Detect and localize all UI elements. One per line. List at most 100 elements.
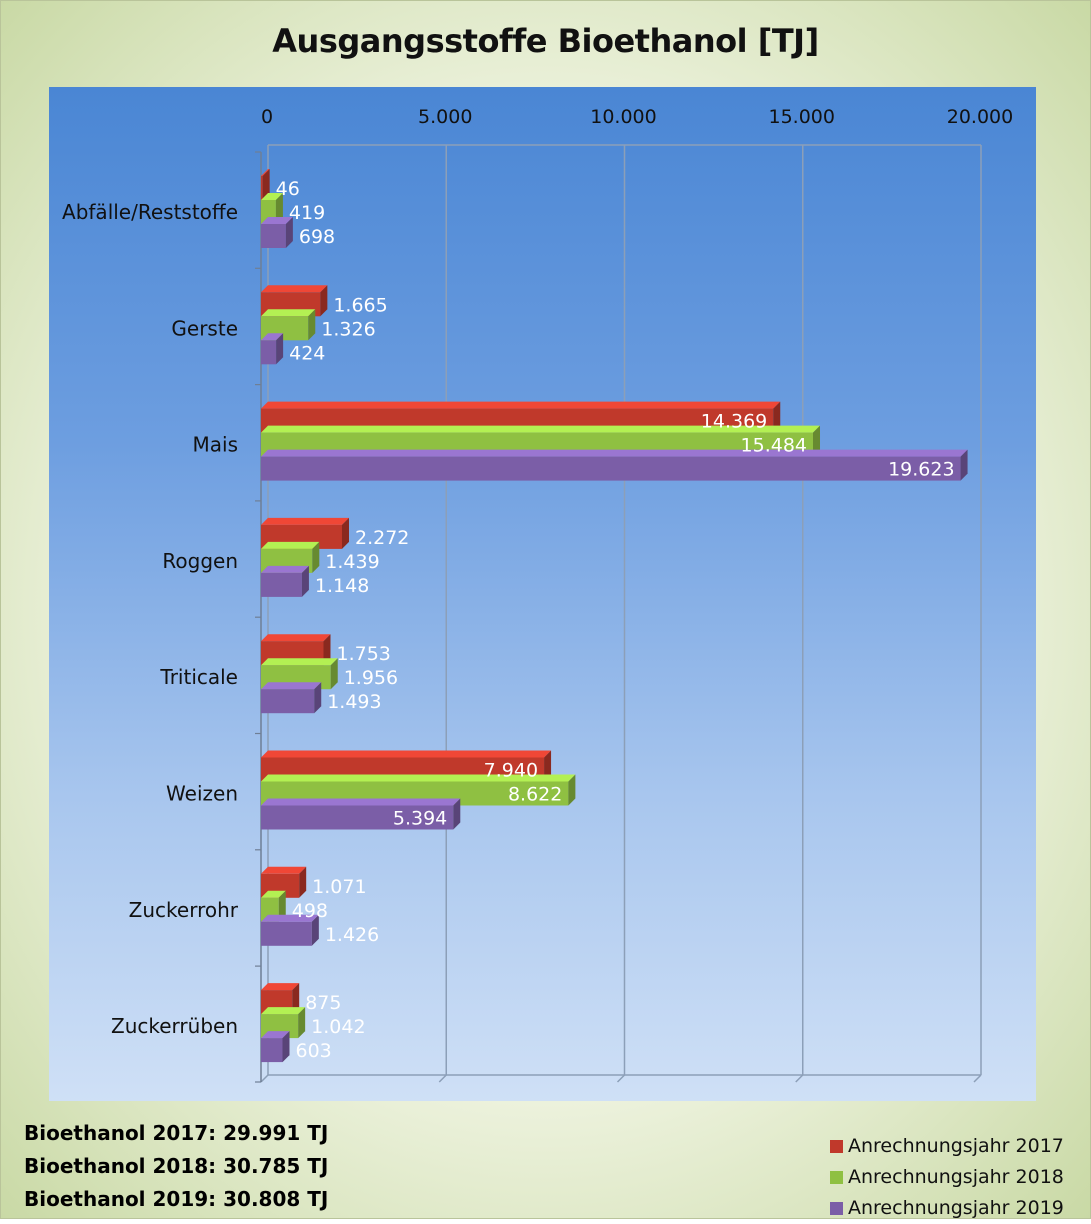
bar-top-face	[261, 866, 307, 874]
bar	[261, 914, 319, 946]
bar-side-face	[282, 1031, 290, 1063]
category-label: Triticale	[159, 665, 238, 689]
gridline-floor	[973, 1074, 982, 1083]
bar-top-face	[261, 425, 821, 433]
bar-side-face	[320, 285, 328, 317]
x-tick-label: 10.000	[590, 106, 656, 128]
legend-item-2019: Anrechnungsjahr 2019	[830, 1193, 1064, 1224]
bar-top-face	[261, 565, 309, 573]
bar-top-face	[261, 983, 300, 991]
bar-side-face	[312, 541, 320, 573]
bar-side-face	[568, 774, 576, 806]
bar-top-face	[261, 541, 320, 549]
bar-side-face	[453, 798, 461, 830]
bar-side-face	[262, 169, 270, 200]
bar-top-face	[261, 401, 781, 409]
bar-top-face	[261, 449, 968, 457]
bar-side-face	[276, 333, 284, 365]
bar-side-face	[813, 425, 821, 457]
x-tick-label: 5.000	[418, 106, 472, 128]
bar-top-face	[261, 517, 349, 525]
data-label: 424	[289, 342, 325, 364]
total-2018: Bioethanol 2018: 30.785 TJ	[24, 1154, 329, 1178]
bar-top-face	[261, 634, 331, 642]
data-label: 875	[305, 992, 341, 1014]
category-label: Roggen	[162, 549, 238, 573]
data-label: 1.042	[311, 1016, 365, 1038]
data-label: 1.326	[321, 318, 375, 340]
bar-top-face	[261, 750, 552, 758]
bar-side-face	[960, 449, 968, 481]
bar-front-face	[261, 176, 263, 200]
category-label: Zuckerrüben	[111, 1014, 238, 1038]
bar-top-face	[261, 914, 319, 922]
bar-side-face	[311, 914, 319, 946]
bar	[261, 565, 309, 597]
bar-top-face	[261, 682, 322, 690]
chart-title: Ausgangsstoffe Bioethanol [TJ]	[272, 22, 819, 60]
data-label: 19.623	[888, 459, 954, 481]
total-2019: Bioethanol 2019: 30.808 TJ	[24, 1187, 329, 1211]
data-label: 1.665	[333, 294, 387, 316]
bar-top-face	[261, 169, 270, 176]
bar-top-face	[261, 798, 461, 806]
bar-side-face	[275, 193, 283, 224]
bar-side-face	[299, 866, 307, 898]
bar-side-face	[278, 890, 286, 922]
bar	[261, 449, 968, 481]
category-label: Gerste	[171, 316, 238, 340]
gridline-floor	[438, 1074, 447, 1083]
data-label: 7.940	[484, 760, 538, 782]
data-label: 498	[292, 900, 328, 922]
bar	[261, 798, 461, 830]
category-label: Abfälle/Reststoffe	[62, 200, 238, 224]
data-label: 2.272	[355, 527, 409, 549]
legend: Anrechnungsjahr 2017 Anrechnungsjahr 201…	[830, 1131, 1064, 1224]
legend-item-2018: Anrechnungsjahr 2018	[830, 1162, 1064, 1193]
bar-front-face	[261, 1038, 283, 1063]
bar-top-face	[261, 217, 293, 224]
data-label: 14.369	[701, 411, 767, 433]
bar-top-face	[261, 285, 328, 293]
bar-side-face	[314, 682, 322, 714]
gridline-floor	[616, 1074, 626, 1083]
bar-top-face	[261, 193, 283, 200]
plot-area-background	[49, 87, 1036, 1101]
bar-front-face	[261, 224, 286, 248]
data-label: 419	[289, 202, 325, 224]
bar	[261, 333, 284, 365]
category-label: Mais	[193, 433, 239, 457]
category-label: Zuckerrohr	[129, 898, 239, 922]
bar-side-face	[308, 309, 316, 341]
data-label: 15.484	[741, 435, 807, 457]
bar-front-face	[261, 921, 312, 946]
totals-block: Bioethanol 2017: 29.991 TJ Bioethanol 20…	[24, 1117, 328, 1216]
bar-side-face	[544, 750, 552, 782]
data-label: 603	[295, 1040, 331, 1062]
legend-item-2017: Anrechnungsjahr 2017	[830, 1131, 1064, 1162]
legend-label-2017: Anrechnungsjahr 2017	[848, 1135, 1064, 1157]
data-label: 5.394	[393, 808, 447, 830]
x-tick-label: 15.000	[769, 106, 835, 128]
bar-front-face	[261, 805, 454, 830]
bar-top-face	[261, 658, 338, 666]
data-label: 1.071	[312, 876, 366, 898]
bar	[261, 217, 293, 248]
legend-label-2019: Anrechnungsjahr 2019	[848, 1197, 1064, 1219]
bar-top-face	[261, 1031, 290, 1039]
x-tick-label: 0	[261, 106, 273, 128]
bar-side-face	[292, 983, 300, 1015]
bar-front-face	[261, 572, 302, 597]
bar-side-face	[285, 217, 293, 248]
bar-top-face	[261, 309, 316, 317]
data-label: 1.956	[344, 667, 398, 689]
bar-side-face	[301, 565, 309, 597]
legend-swatch-2019	[830, 1202, 843, 1215]
gridline-floor	[260, 1074, 269, 1083]
bar-front-face	[261, 456, 961, 481]
data-label: 46	[276, 178, 300, 200]
bar-top-face	[261, 890, 286, 898]
data-label: 1.493	[327, 691, 381, 713]
bar-side-face	[330, 658, 338, 690]
